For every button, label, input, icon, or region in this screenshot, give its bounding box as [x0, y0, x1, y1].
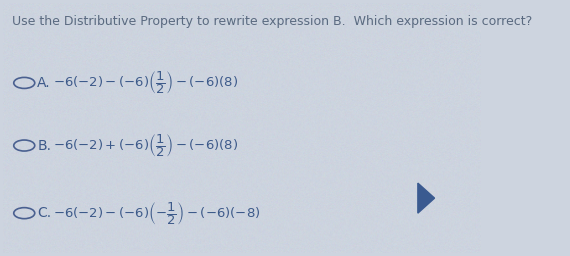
Text: A.: A. — [37, 76, 51, 90]
Text: C.: C. — [37, 206, 51, 220]
Text: Use the Distributive Property to rewrite expression B.  Which expression is corr: Use the Distributive Property to rewrite… — [13, 15, 532, 28]
Polygon shape — [418, 183, 434, 213]
Text: $-6(-2)-(-6)\left(\dfrac{1}{2}\right)-(-6)(8)$: $-6(-2)-(-6)\left(\dfrac{1}{2}\right)-(-… — [53, 69, 238, 97]
Text: $-6(-2)+(-6)\left(\dfrac{1}{2}\right)-(-6)(8)$: $-6(-2)+(-6)\left(\dfrac{1}{2}\right)-(-… — [53, 132, 238, 159]
Text: $-6(-2)-(-6)\left(-\dfrac{1}{2}\right)-(-6)(-8)$: $-6(-2)-(-6)\left(-\dfrac{1}{2}\right)-(… — [53, 200, 260, 227]
Text: B.: B. — [37, 138, 51, 153]
